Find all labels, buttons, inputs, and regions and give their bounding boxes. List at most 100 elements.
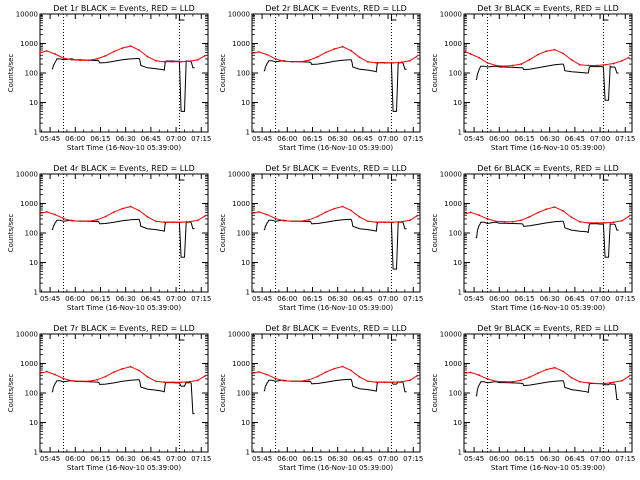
series-red-point <box>39 372 41 375</box>
series-red-point <box>79 59 82 62</box>
x-axis-label: Start Time (16-Nov-10 05:39:00) <box>491 464 605 472</box>
series-red-point <box>197 58 199 61</box>
x-tick-label: 07:15 <box>615 135 635 143</box>
series-red-point <box>478 56 480 59</box>
x-tick-label: 07:00 <box>378 455 398 463</box>
y-tick-label: 1000 <box>20 200 38 208</box>
y-tick-label: 1000 <box>444 200 462 208</box>
series-red-point <box>486 62 489 64</box>
series-red-point <box>612 221 615 224</box>
series-red-point <box>537 372 539 375</box>
series-red-point <box>595 64 598 67</box>
series-red-point <box>283 219 285 222</box>
series-red-point <box>545 368 548 371</box>
x-tick-label: 06:30 <box>540 295 560 303</box>
series-red-point <box>400 220 403 223</box>
series-red-point <box>562 52 564 55</box>
series-red-point <box>570 376 573 379</box>
y-tick-label: 10 <box>453 99 462 107</box>
y-tick-label: 100 <box>237 230 250 238</box>
series-red-point <box>87 59 90 62</box>
y-tick-label: 1000 <box>232 360 250 368</box>
y-tick-label: 1000 <box>444 40 462 48</box>
x-tick-label: 07:15 <box>403 135 423 143</box>
series-red-point <box>621 219 623 222</box>
series-red-point <box>553 48 556 51</box>
y-tick-label: 1000 <box>444 360 462 368</box>
series-red-point <box>308 59 310 62</box>
y-tick-label: 100 <box>237 70 250 78</box>
flag-marker <box>178 15 185 21</box>
series-red-point <box>350 49 352 52</box>
series-red-point <box>358 376 361 378</box>
x-axis-label: Start Time (16-Nov-10 05:39:00) <box>491 304 605 312</box>
series-red-point <box>121 207 124 210</box>
series-red-point <box>463 372 465 375</box>
x-tick-label: 06:15 <box>514 295 534 303</box>
x-tick-label: 07:00 <box>166 295 186 303</box>
x-tick-label: 05:45 <box>252 295 272 303</box>
series-red-point <box>96 58 98 60</box>
series-red-point <box>358 56 361 59</box>
series-red-point <box>266 53 268 56</box>
series-red-point <box>121 367 124 370</box>
series-red-point <box>266 373 268 376</box>
series-red-point <box>96 218 98 221</box>
chart-panel-4: Det 4r BLACK = Events, RED = LLD 1 10 100 10… <box>7 164 211 312</box>
series-red-point <box>197 379 199 382</box>
series-red-point <box>87 220 90 223</box>
series-red-point <box>341 205 344 208</box>
plot-frame <box>251 173 421 293</box>
series-red-point <box>39 212 41 215</box>
series-red-point <box>503 380 506 383</box>
series-red-point <box>197 219 199 222</box>
series-red-point <box>612 62 615 65</box>
series-red-point <box>171 381 174 384</box>
series-red-point <box>469 371 472 374</box>
chart-title: Det 2r BLACK = Events, RED = LLD <box>265 4 407 13</box>
series-red-point <box>587 64 590 67</box>
series-red-point <box>79 380 82 383</box>
x-tick-label: 06:00 <box>65 135 85 143</box>
plot-frame <box>463 333 633 453</box>
x-tick-label: 05:45 <box>464 455 484 463</box>
series-red-point <box>71 219 73 222</box>
series-red-point <box>463 50 465 52</box>
series-red-point <box>612 381 615 384</box>
x-tick-label: 06:15 <box>90 455 110 463</box>
series-red-point <box>188 60 191 63</box>
x-tick-label: 07:00 <box>378 295 398 303</box>
x-tick-label: 06:45 <box>565 295 585 303</box>
series-red-point <box>415 55 418 58</box>
series-red-point <box>54 373 56 376</box>
series-red-point <box>146 216 149 218</box>
series-red-point <box>251 372 253 375</box>
chart-title: Det 6r BLACK = Events, RED = LLD <box>477 164 619 173</box>
series-red-point <box>627 56 630 59</box>
series-red-point <box>621 379 623 382</box>
series-red-point <box>415 215 418 218</box>
series-red-point <box>171 221 174 224</box>
series-red-point <box>274 58 277 60</box>
series-red-point <box>299 220 302 223</box>
series-red-point <box>129 365 132 368</box>
y-tick-label: 10 <box>241 99 250 107</box>
x-tick-label: 06:15 <box>514 455 534 463</box>
series-red-point <box>341 365 344 368</box>
series-red-point <box>528 376 531 379</box>
x-tick-label: 06:00 <box>489 455 509 463</box>
x-tick-label: 06:15 <box>90 295 110 303</box>
series-red-point <box>180 60 183 63</box>
series-red-point <box>113 211 115 214</box>
series-red-point <box>350 209 352 212</box>
series-red-point <box>415 375 418 378</box>
series-red-point <box>604 63 606 66</box>
series-red-point <box>604 222 606 224</box>
x-axis-label: Start Time (16-Nov-10 05:39:00) <box>67 144 181 152</box>
series-red-point <box>283 379 285 382</box>
series-red-point <box>392 381 394 384</box>
series-red-point <box>383 62 386 64</box>
series-red-point <box>113 50 115 53</box>
series-red-point <box>570 216 573 219</box>
x-axis-label: Start Time (16-Nov-10 05:39:00) <box>279 464 393 472</box>
